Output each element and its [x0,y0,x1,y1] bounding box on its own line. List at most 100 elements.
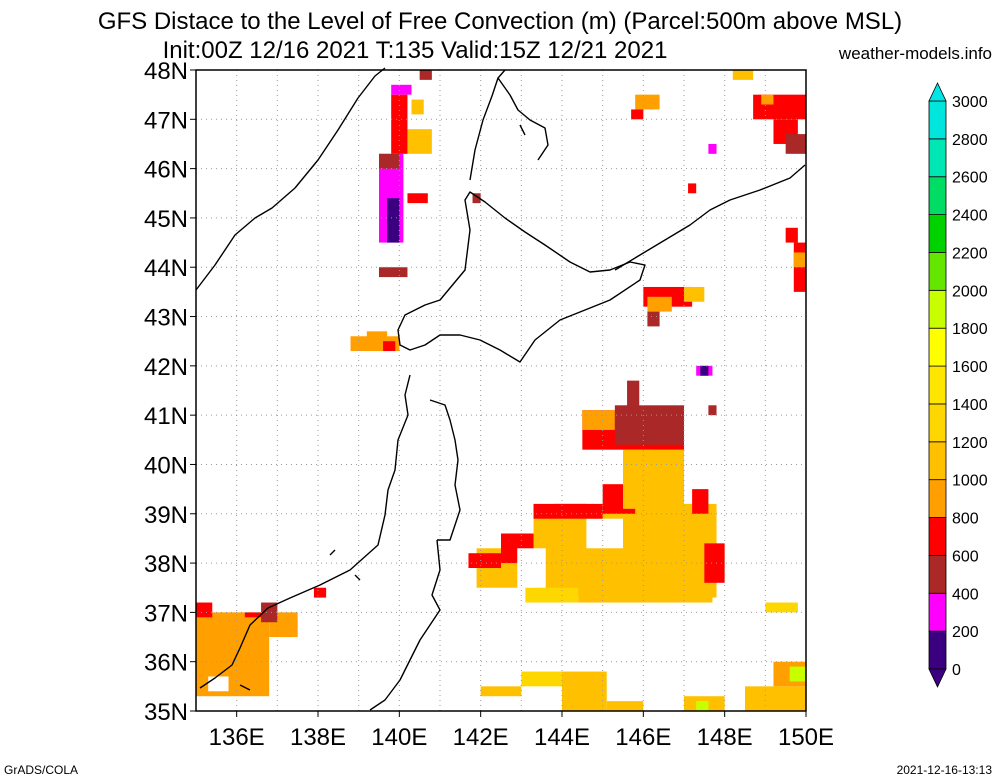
latitude-labels: 35N 36N 37N 38N 39N 40N 41N 42N 43N 44N 45N 46N 47N 4… [144,58,196,726]
colorbar-label: 3000 [952,94,988,111]
field-cell [387,198,400,243]
lfc-field-layer [196,70,806,711]
lat-tick-label: 42N [144,354,188,381]
field-cell [647,311,660,327]
colorbar-min-arrow [928,668,947,688]
field-cell [391,84,412,95]
lon-tick-label: 138E [290,724,346,751]
colorbar-segment [928,138,947,178]
field-cell [582,410,615,430]
field-cell [419,70,432,80]
lat-tick-label: 47N [144,107,188,134]
colorbar-segment [928,630,947,670]
field-cell [789,666,806,682]
colorbar-segment [928,517,947,556]
colorbar-label: 1800 [952,321,988,338]
colorbar-segment [928,441,947,481]
map-subtitle: Init:00Z 12/16 2021 T:135 Valid:15Z 12/2… [162,37,668,64]
field-cell [411,99,424,115]
lat-tick-label: 45N [144,206,188,233]
colorbar-label: 600 [952,548,979,565]
field-cell [379,267,408,278]
field-cell [627,380,640,426]
colorbar-label: 1400 [952,397,988,414]
field-cell [614,405,684,445]
lat-tick-label: 37N [144,600,188,627]
map-title: GFS Distace to the Level of Free Convect… [97,8,903,35]
field-cell [261,602,278,623]
field-cell [696,701,709,711]
lat-tick-label: 40N [144,452,188,479]
colorbar-segment [928,176,947,216]
map-frame [195,69,807,712]
field-cell [553,503,587,509]
lat-tick-label: 48N [144,58,188,85]
colorbar-segment [928,592,947,632]
field-cell [688,183,697,194]
lat-tick-label: 36N [144,650,188,677]
colorbar-segment [928,214,947,253]
lat-tick-label: 43N [144,305,188,332]
colorbar-segment [928,479,947,518]
field-cell [244,612,270,618]
field-cell [525,587,579,603]
field-cell [517,548,546,588]
colorbar-label: 1200 [952,435,988,452]
field-cell [533,503,717,598]
field-cell [578,587,713,603]
colorbar-label: 400 [952,586,979,603]
colorbar-segment [928,289,947,329]
field-cell [407,129,432,154]
field-cell [631,109,644,120]
lon-tick-label: 136E [209,724,265,751]
lat-tick-label: 39N [144,502,188,529]
field-cell [684,286,705,302]
lon-tick-label: 144E [534,724,590,751]
field-cell [700,365,709,376]
colorbar-label: 200 [952,624,979,641]
field-cell [480,686,522,697]
field-cell [635,94,660,110]
field-cell [586,518,623,549]
field-cell [753,94,806,120]
field-cell [562,671,607,711]
colorbar-label: 2600 [952,170,988,187]
lat-tick-label: 46N [144,157,188,184]
graticule [196,70,806,711]
field-cell [208,676,229,692]
colorbar-segment [928,252,947,291]
field-cell [383,341,396,352]
lat-tick-label: 41N [144,403,188,430]
colorbar-label: 1000 [952,473,988,490]
lat-tick-label: 35N [144,699,188,726]
field-cell [692,489,709,514]
field-cell [745,686,806,711]
colorbar-segment [928,365,947,405]
field-cell [708,143,717,154]
field-cell [366,331,388,342]
footer-grads: GrADS/COLA [4,763,79,777]
colorbar: 0 200 400 600 800 1000 1200 1400 1600 1800 2000 220… [928,82,988,688]
colorbar-segment [928,555,947,594]
field-cell [427,602,440,667]
coastlines [195,67,806,711]
colorbar-segment [928,403,947,443]
colorbar-label: 2800 [952,132,988,149]
lon-tick-label: 150E [778,724,834,751]
field-cell [521,671,562,687]
colorbar-label: 2400 [952,208,988,225]
field-cell [785,227,798,243]
colorbar-segment [928,327,947,367]
field-cell [623,449,652,480]
colorbar-label: 2200 [952,245,988,262]
field-cell [785,134,806,154]
field-cell [606,701,644,711]
lat-tick-label: 38N [144,551,188,578]
field-cell [732,70,754,80]
colorbar-label: 0 [952,662,961,679]
field-cell [765,602,798,613]
field-cell [313,587,327,598]
field-cell [196,602,213,618]
colorbar-max-arrow [928,82,947,102]
